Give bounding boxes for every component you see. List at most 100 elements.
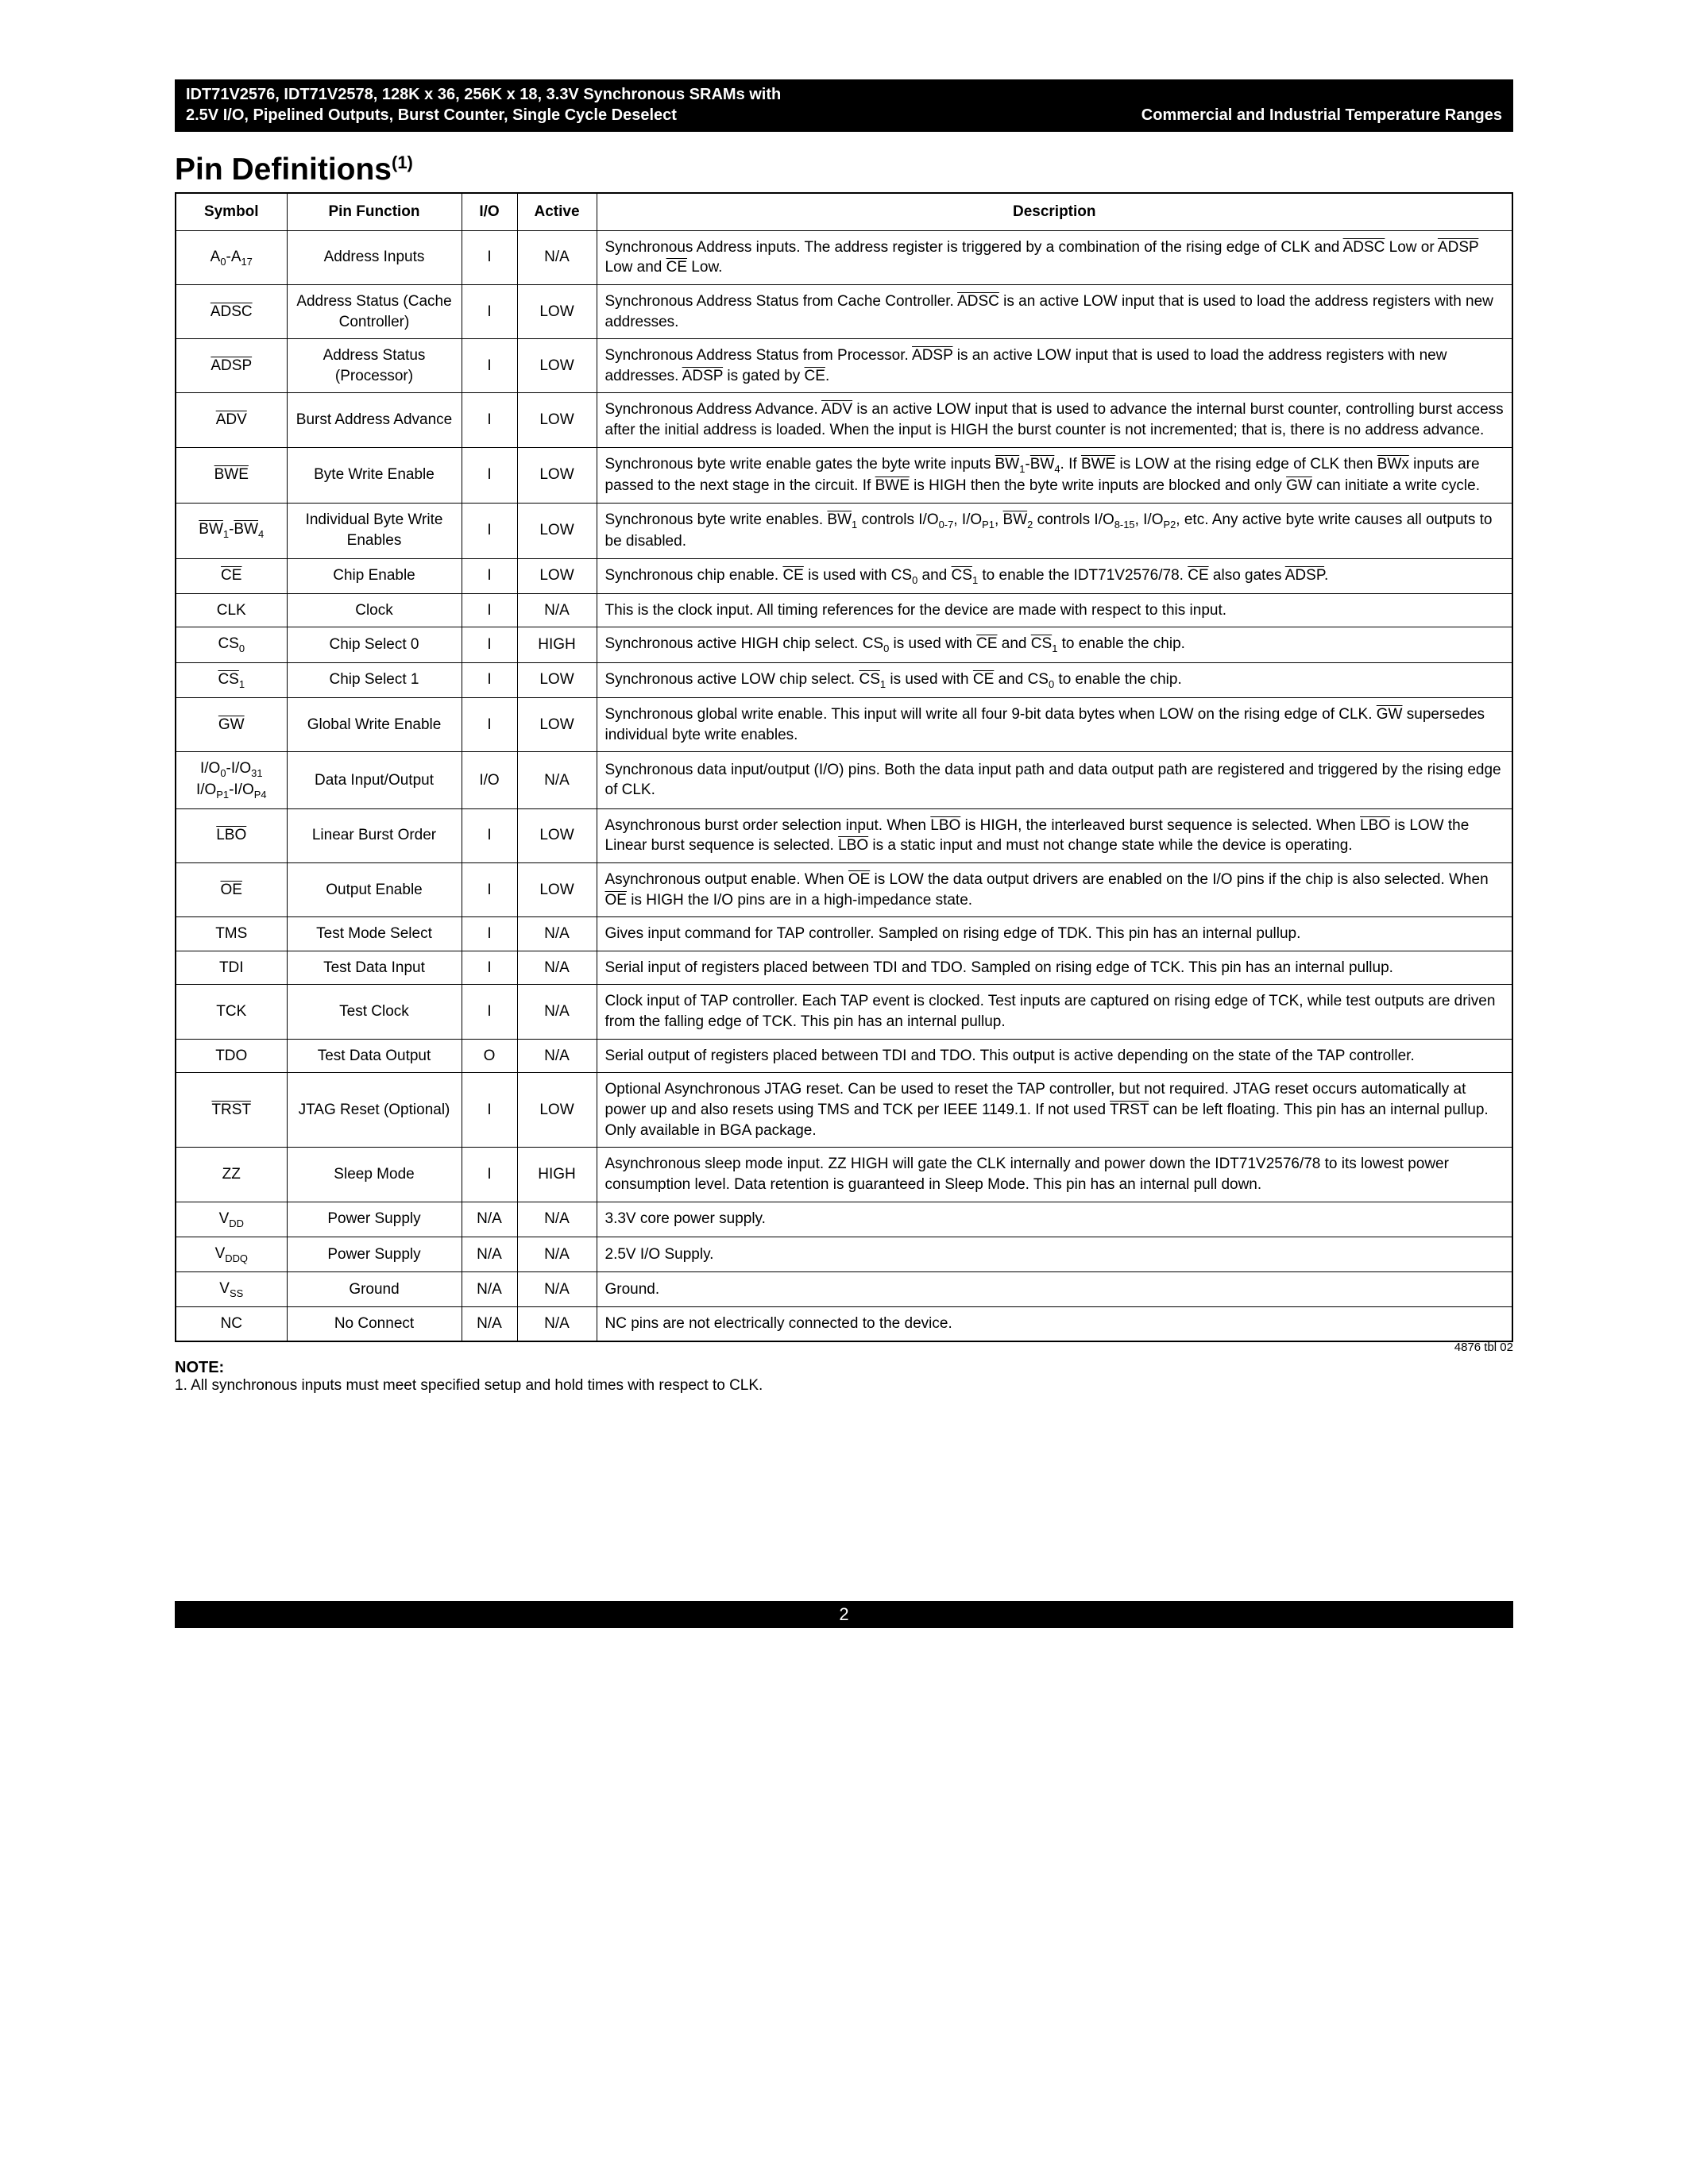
cell-active: N/A	[517, 1039, 597, 1073]
pin-definitions-table: Symbol Pin Function I/O Active Descripti…	[175, 192, 1513, 1342]
cell-io: I	[462, 951, 517, 985]
cell-description: Optional Asynchronous JTAG reset. Can be…	[597, 1073, 1512, 1148]
cell-symbol: VSS	[176, 1272, 287, 1307]
cell-active: LOW	[517, 503, 597, 558]
table-row: LBOLinear Burst OrderILOWAsynchronous bu…	[176, 808, 1512, 862]
cell-symbol: CS0	[176, 627, 287, 662]
table-row: BW1-BW4Individual Byte Write EnablesILOW…	[176, 503, 1512, 558]
page-footer: 2	[175, 1601, 1513, 1628]
table-row: OEOutput EnableILOWAsynchronous output e…	[176, 862, 1512, 916]
section-title: Pin Definitions(1)	[175, 152, 1513, 187]
table-row: ADSCAddress Status (Cache Controller)ILO…	[176, 284, 1512, 338]
cell-active: N/A	[517, 1307, 597, 1341]
cell-io: I/O	[462, 752, 517, 808]
section-title-main: Pin Definitions	[175, 152, 392, 187]
cell-io: N/A	[462, 1272, 517, 1307]
cell-symbol: CE	[176, 558, 287, 593]
cell-symbol: LBO	[176, 808, 287, 862]
cell-io: I	[462, 662, 517, 697]
header-bar: IDT71V2576, IDT71V2578, 128K x 36, 256K …	[175, 79, 1513, 132]
col-header-active: Active	[517, 193, 597, 230]
table-row: ADVBurst Address AdvanceILOWSynchronous …	[176, 393, 1512, 447]
cell-active: HIGH	[517, 627, 597, 662]
cell-pin-function: Chip Select 1	[287, 662, 462, 697]
cell-description: This is the clock input. All timing refe…	[597, 593, 1512, 627]
cell-io: I	[462, 627, 517, 662]
table-row: I/O0-I/O31I/OP1-I/OP4Data Input/OutputI/…	[176, 752, 1512, 808]
cell-description: Synchronous global write enable. This in…	[597, 697, 1512, 751]
cell-pin-function: Byte Write Enable	[287, 447, 462, 503]
table-header-row: Symbol Pin Function I/O Active Descripti…	[176, 193, 1512, 230]
cell-io: I	[462, 808, 517, 862]
cell-io: I	[462, 1073, 517, 1148]
table-row: TMSTest Mode SelectIN/AGives input comma…	[176, 917, 1512, 951]
col-header-pin-function: Pin Function	[287, 193, 462, 230]
cell-io: I	[462, 593, 517, 627]
header-line2-right: Commercial and Industrial Temperature Ra…	[1141, 105, 1502, 125]
cell-io: I	[462, 1148, 517, 1202]
table-row: ZZSleep ModeIHIGHAsynchronous sleep mode…	[176, 1148, 1512, 1202]
cell-pin-function: Linear Burst Order	[287, 808, 462, 862]
table-row: TDOTest Data OutputON/ASerial output of …	[176, 1039, 1512, 1073]
header-line1: IDT71V2576, IDT71V2578, 128K x 36, 256K …	[186, 84, 1502, 105]
cell-io: I	[462, 917, 517, 951]
cell-description: Synchronous active HIGH chip select. CS0…	[597, 627, 1512, 662]
cell-description: Synchronous Address Status from Cache Co…	[597, 284, 1512, 338]
cell-description: NC pins are not electrically connected t…	[597, 1307, 1512, 1341]
cell-symbol: ADSP	[176, 339, 287, 393]
cell-symbol: GW	[176, 697, 287, 751]
cell-symbol: CLK	[176, 593, 287, 627]
cell-description: Gives input command for TAP controller. …	[597, 917, 1512, 951]
col-header-description: Description	[597, 193, 1512, 230]
table-row: CLKClockIN/AThis is the clock input. All…	[176, 593, 1512, 627]
cell-pin-function: Global Write Enable	[287, 697, 462, 751]
cell-active: LOW	[517, 1073, 597, 1148]
cell-pin-function: Clock	[287, 593, 462, 627]
cell-description: Synchronous data input/output (I/O) pins…	[597, 752, 1512, 808]
cell-pin-function: Sleep Mode	[287, 1148, 462, 1202]
cell-description: Synchronous Address Status from Processo…	[597, 339, 1512, 393]
note-text: 1. All synchronous inputs must meet spec…	[175, 1377, 1513, 1395]
section-title-sup: (1)	[392, 152, 413, 172]
cell-symbol: TDO	[176, 1039, 287, 1073]
cell-pin-function: Test Data Input	[287, 951, 462, 985]
table-row: GWGlobal Write EnableILOWSynchronous glo…	[176, 697, 1512, 751]
table-row: CEChip EnableILOWSynchronous chip enable…	[176, 558, 1512, 593]
cell-active: N/A	[517, 593, 597, 627]
cell-active: N/A	[517, 1272, 597, 1307]
cell-active: N/A	[517, 917, 597, 951]
cell-description: Ground.	[597, 1272, 1512, 1307]
table-row: VDDPower SupplyN/AN/A3.3V core power sup…	[176, 1202, 1512, 1237]
table-row: TDITest Data InputIN/ASerial input of re…	[176, 951, 1512, 985]
cell-active: N/A	[517, 1237, 597, 1271]
cell-io: O	[462, 1039, 517, 1073]
cell-active: N/A	[517, 1202, 597, 1237]
cell-symbol: OE	[176, 862, 287, 916]
cell-active: LOW	[517, 558, 597, 593]
cell-pin-function: Address Inputs	[287, 230, 462, 284]
cell-symbol: ZZ	[176, 1148, 287, 1202]
cell-io: I	[462, 230, 517, 284]
cell-active: N/A	[517, 951, 597, 985]
cell-symbol: I/O0-I/O31I/OP1-I/OP4	[176, 752, 287, 808]
header-line2-left: 2.5V I/O, Pipelined Outputs, Burst Count…	[186, 105, 677, 125]
cell-description: 2.5V I/O Supply.	[597, 1237, 1512, 1271]
cell-active: HIGH	[517, 1148, 597, 1202]
doc-id: 4876 tbl 02	[175, 1341, 1513, 1354]
table-row: BWEByte Write EnableILOWSynchronous byte…	[176, 447, 1512, 503]
cell-description: Asynchronous output enable. When OE is L…	[597, 862, 1512, 916]
cell-pin-function: Chip Enable	[287, 558, 462, 593]
cell-description: Synchronous byte write enable gates the …	[597, 447, 1512, 503]
cell-symbol: VDDQ	[176, 1237, 287, 1271]
cell-symbol: ADSC	[176, 284, 287, 338]
table-row: VDDQPower SupplyN/AN/A2.5V I/O Supply.	[176, 1237, 1512, 1271]
table-row: TRSTJTAG Reset (Optional)ILOWOptional As…	[176, 1073, 1512, 1148]
cell-io: I	[462, 393, 517, 447]
cell-active: LOW	[517, 808, 597, 862]
cell-pin-function: Test Mode Select	[287, 917, 462, 951]
note-head: NOTE:	[175, 1359, 1513, 1377]
cell-active: LOW	[517, 447, 597, 503]
cell-symbol: NC	[176, 1307, 287, 1341]
cell-active: LOW	[517, 862, 597, 916]
col-header-symbol: Symbol	[176, 193, 287, 230]
